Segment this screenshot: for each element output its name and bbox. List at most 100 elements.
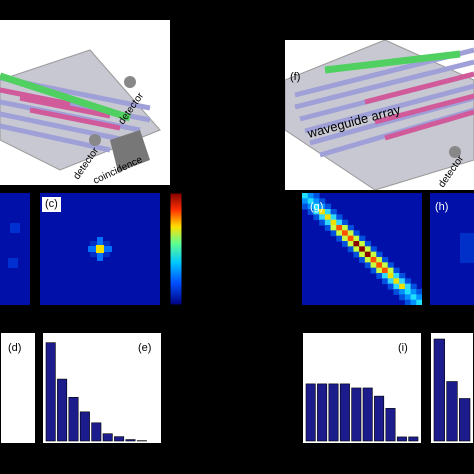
heatmap-g-cell <box>370 262 377 269</box>
histogram-i-bar-6 <box>362 387 373 442</box>
colorbar-tick-3: 0.2 <box>187 282 203 294</box>
heatmap-g-cell <box>410 283 417 290</box>
heatmap-g-cell <box>416 299 422 305</box>
heatmap-g-cell <box>359 251 366 258</box>
heatmap-g-cell <box>370 246 377 253</box>
histogram-e-bar-5 <box>91 422 102 442</box>
heatmap-g-cell <box>370 251 377 258</box>
tick-g-x--10: -10 <box>292 308 308 320</box>
heatmap-g-cell <box>342 230 349 237</box>
heatmap-g-cell <box>382 267 389 274</box>
heatmap-g-cell <box>330 230 337 237</box>
histogram-i-bar-5 <box>351 387 362 442</box>
histogram-i-bar-4 <box>339 383 350 442</box>
heatmap-g-cell <box>307 193 314 199</box>
heatmap-g-cell <box>376 262 383 269</box>
heatmap-g-cell <box>364 257 372 263</box>
detector-bottom-icon <box>89 134 101 146</box>
heatmap-g-cell <box>319 203 326 210</box>
histogram-e-bar-8 <box>125 439 136 442</box>
heatmap-g-cell <box>382 262 389 269</box>
heatmap-g-cell <box>359 246 366 253</box>
tick-g-x-10: 10 <box>405 308 418 320</box>
intensity-bars <box>0 87 121 131</box>
heatmap-g-cell <box>393 283 400 290</box>
heatmap-g-cell <box>364 246 372 253</box>
heatmap-g-cell <box>399 278 406 285</box>
heatmap-g-cell <box>336 219 343 226</box>
heatmap-g-cell <box>319 198 326 205</box>
histogram-d: (d) <box>0 332 36 444</box>
histogram-j-bar-3 <box>459 398 471 442</box>
heatmap-g-cell <box>387 278 394 285</box>
colorbar-tick-2: 0.6 <box>187 235 203 247</box>
tick-e-8: 8 <box>127 446 134 458</box>
heatmap-g-cell <box>342 235 349 242</box>
heatmap-g-cell <box>336 225 343 231</box>
heatmap-g-cell <box>410 294 417 301</box>
heatmap-g-cell <box>382 273 389 279</box>
heatmap-g-cell <box>359 257 366 263</box>
schematic-f-drawing: waveguide array detector <box>285 40 474 190</box>
heatmap-g-cell <box>399 283 406 290</box>
heatmap-g-cell <box>364 251 372 258</box>
heatmap-g-cell <box>387 283 394 290</box>
tick-i-y-0.1: 0.1 <box>282 392 298 404</box>
heatmap-g-cell <box>353 230 360 237</box>
panel-label-g: (g) <box>310 201 324 213</box>
heatmap-g-cell <box>336 214 343 221</box>
heatmap-g-cell <box>342 219 349 226</box>
heatmap-g-cell <box>353 235 360 242</box>
tick-e-10: 10 <box>148 446 161 458</box>
heatmap-c-peak <box>96 245 104 253</box>
heatmap-g-cell <box>370 257 377 263</box>
heatmap-g-cell <box>393 267 400 274</box>
histogram-e-bar-1 <box>45 342 56 442</box>
heatmap-g-cell <box>364 262 372 269</box>
heatmap-g-cell <box>342 225 349 231</box>
heatmap-g-cell <box>330 209 337 215</box>
heatmap-g-cell <box>324 219 332 226</box>
heatmap-g-cell <box>410 299 417 305</box>
heatmap-g-cell <box>307 198 314 205</box>
tick-e-6: 6 <box>103 446 110 458</box>
heatmap-g-cell <box>319 219 326 226</box>
tick-g-y--10: -10 <box>280 293 296 305</box>
heatmap-g-cell <box>347 235 354 242</box>
tick-g-y-10: 10 <box>285 196 298 208</box>
heatmap-g-cell <box>302 193 309 199</box>
heatmap-g-cell <box>404 289 412 295</box>
histogram-i-bar-3 <box>328 383 339 442</box>
heatmap-g-cell <box>359 241 366 247</box>
panel-label-d: (d) <box>5 341 25 356</box>
heatmap-g-cell <box>313 209 320 215</box>
histogram-e-bar-2 <box>57 378 68 442</box>
tick-c-x-10: 10 <box>145 308 158 320</box>
tick-c-x-0: 0 <box>96 308 103 320</box>
tick-i-6: 6 <box>363 446 370 458</box>
heatmap-g-cell <box>376 251 383 258</box>
heatmap-g-cell <box>387 267 394 274</box>
heatmap-g-cell <box>313 198 320 205</box>
heatmap-g-cell <box>399 294 406 301</box>
colorbar <box>170 193 182 305</box>
heatmap-g-cell <box>319 209 326 215</box>
colorbar-tick-1: 1 <box>187 198 194 210</box>
heatmap-g-cell <box>416 294 422 301</box>
tick-c-x--10: -10 <box>42 308 58 320</box>
heatmap-g-cell <box>376 273 383 279</box>
tick-d-8: 8 <box>0 446 7 458</box>
heatmap-g-cell <box>319 214 326 221</box>
histogram-i: (i) <box>302 332 422 444</box>
heatmap-g-cell <box>330 214 337 221</box>
input-beam-f <box>324 50 461 74</box>
panel-label-i: (i) <box>398 342 408 354</box>
tick-i-y-0: 0 <box>290 436 297 448</box>
histogram-i-bar-9 <box>396 436 407 442</box>
heatmap-g-diagonal <box>302 193 422 305</box>
coincidence-box <box>110 130 150 172</box>
heatmap-g-cell <box>399 273 406 279</box>
panel-label-h: (h) <box>435 201 449 213</box>
heatmap-g-cell <box>404 299 412 305</box>
tick-e-2: 2 <box>55 446 62 458</box>
